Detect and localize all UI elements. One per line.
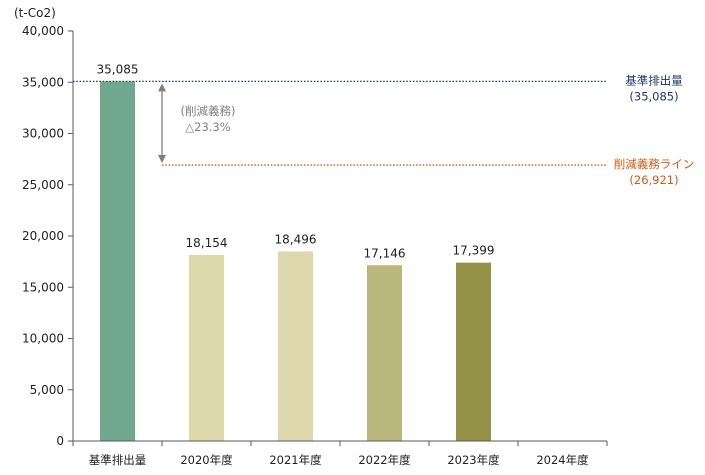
bar: [189, 254, 224, 441]
x-category-label: 2024年度: [536, 453, 589, 467]
y-axis-unit-label: (t-Co2): [14, 6, 56, 20]
y-tick-label: 35,000: [22, 75, 64, 89]
y-tick-label: 30,000: [22, 127, 64, 141]
reference-line-label: 基準排出量: [625, 73, 683, 87]
bar-value-label: 18,496: [275, 232, 317, 246]
reference-lines: 基準排出量 (35,085) 削減義務ライン (26,921): [73, 73, 694, 187]
annotation-arrowhead-up: [158, 83, 166, 92]
annotation-value: △23.3%: [185, 120, 230, 134]
bar: [100, 81, 135, 441]
bar: [367, 265, 402, 441]
bar-value-label: 18,154: [186, 236, 228, 250]
bar: [278, 251, 313, 441]
y-axis: 0 5,000 10,000 15,000 20,000 25,000 30,000 35,0…: [22, 24, 74, 448]
y-tick-label: 25,000: [22, 178, 64, 192]
bars: 35,085 18,154 18,496 17,146 17,399: [97, 62, 495, 441]
bar-value-label: 17,146: [364, 246, 406, 260]
bar-value-label: 17,399: [453, 244, 495, 258]
reference-line-value: (26,921): [629, 173, 678, 187]
y-tick-label: 10,000: [22, 332, 64, 346]
x-category-label: 基準排出量: [89, 453, 147, 467]
reduction-annotation: (削減義務) △23.3%: [158, 83, 236, 164]
y-tick-label: 0: [56, 434, 64, 448]
y-tick-label: 5,000: [30, 383, 64, 397]
reference-line-value: (35,085): [629, 89, 678, 103]
bar-value-label: 35,085: [97, 62, 139, 76]
y-tick-label: 20,000: [22, 229, 64, 243]
annotation-arrowhead-down: [158, 155, 166, 164]
x-category-label: 2022年度: [358, 453, 411, 467]
x-category-label: 2023年度: [447, 453, 500, 467]
y-tick-label: 40,000: [22, 24, 64, 38]
y-tick-label: 15,000: [22, 280, 64, 294]
x-category-label: 2020年度: [180, 453, 233, 467]
x-category-label: 2021年度: [269, 453, 322, 467]
bar: [456, 262, 491, 441]
reference-line-label: 削減義務ライン: [614, 157, 695, 171]
annotation-label: (削減義務): [181, 104, 236, 118]
x-axis: 基準排出量 2020年度 2021年度 2022年度 2023年度 2024年度: [72, 440, 608, 467]
